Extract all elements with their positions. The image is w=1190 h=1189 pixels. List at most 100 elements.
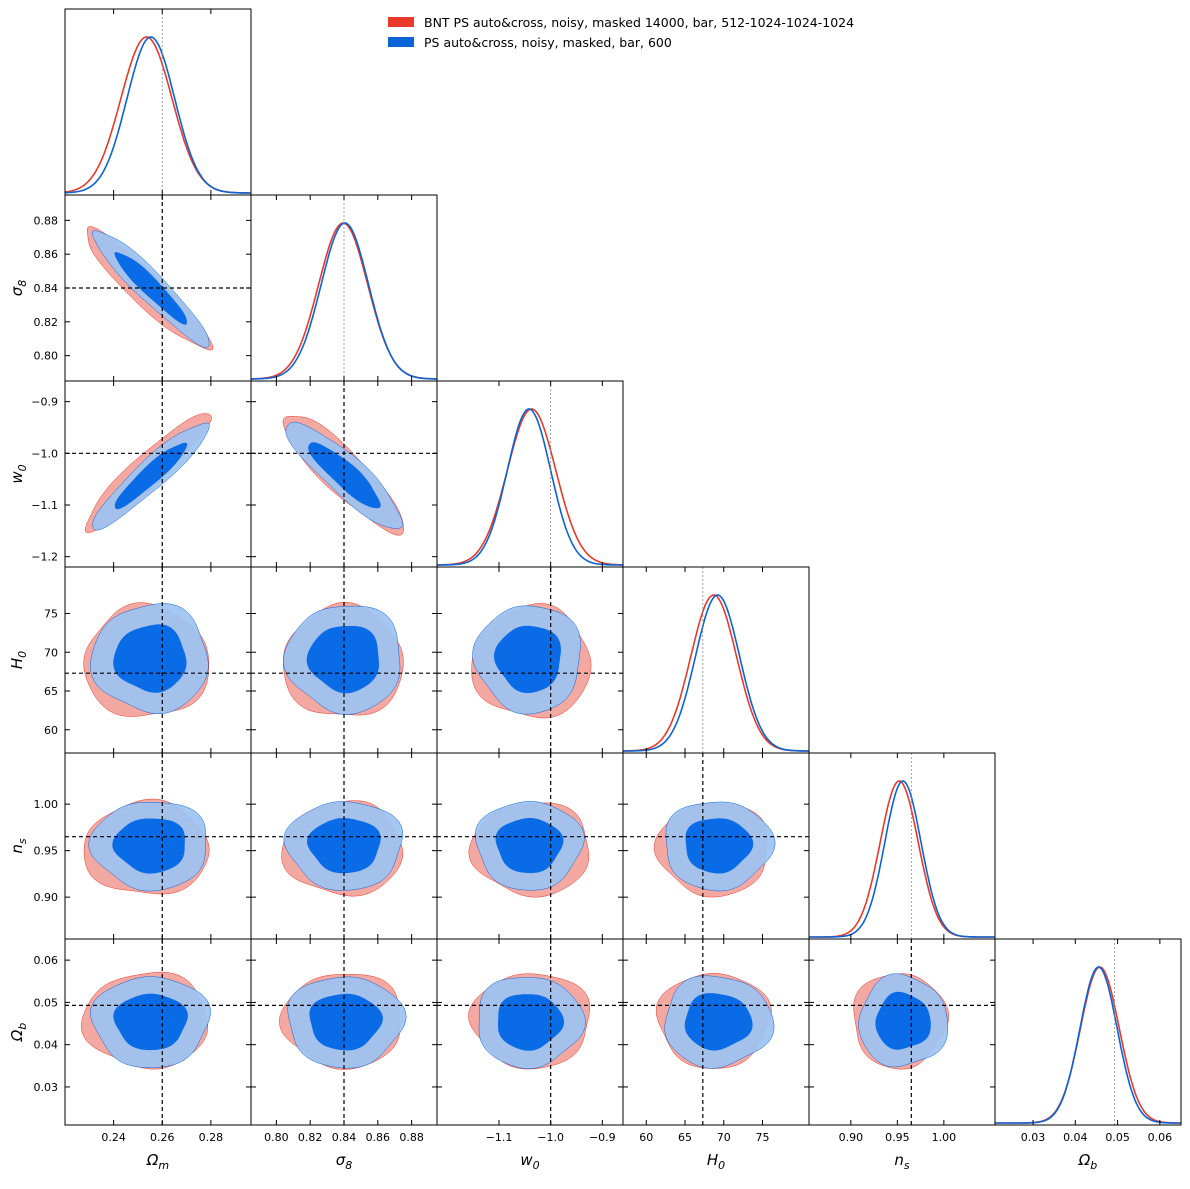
- x-tick-label: 65: [678, 1131, 692, 1144]
- panel-content: [65, 567, 251, 753]
- panel-sigma_8-sigma_8: [250, 194, 438, 382]
- contour-68-ps: [309, 993, 383, 1051]
- marginal-curve-bnt: [809, 780, 995, 938]
- x-tick-label: −1.0: [537, 1131, 564, 1144]
- y-tick-label: 0.04: [34, 1039, 59, 1052]
- contour-68-ps: [113, 624, 187, 693]
- y-axis-label-Omega_b: Ωb: [8, 1023, 29, 1042]
- marginal-curve-bnt: [65, 36, 251, 194]
- y-axis-label-sigma_8: σ8: [8, 280, 29, 297]
- panel-content: [809, 753, 995, 939]
- y-tick-label: 75: [44, 608, 58, 621]
- panel-n_s-n_s: [808, 752, 996, 940]
- panel-H_0-sigma_8: [250, 566, 438, 754]
- panel-content: [65, 939, 251, 1125]
- panel-content: [65, 9, 251, 195]
- x-tick-label: 0.88: [399, 1131, 424, 1144]
- panel-w_0-Omega_m: −0.9 −1.0 −1.1 −1.2: [31, 380, 252, 568]
- legend-entry-ps: PS auto&cross, noisy, masked, bar, 600: [388, 32, 854, 52]
- x-tick-label: 0.28: [199, 1131, 224, 1144]
- contour-68-ps: [875, 991, 931, 1050]
- y-tick-label: 65: [44, 685, 58, 698]
- marginal-curve-ps: [995, 966, 1181, 1124]
- contour-68-ps: [306, 626, 379, 694]
- contour-68-ps: [498, 994, 565, 1051]
- panel-frame: [994, 938, 1182, 1126]
- x-tick-label: 70: [717, 1131, 731, 1144]
- x-tick-label: 0.86: [366, 1131, 391, 1144]
- legend-swatch-bnt: [388, 17, 414, 27]
- y-tick-label: 0.82: [34, 316, 59, 329]
- legend-label-ps: PS auto&cross, noisy, masked, bar, 600: [424, 34, 672, 50]
- panel-Omega_b-n_s: 0.90 0.95 1.00: [808, 938, 996, 1144]
- x-tick-label: 1.00: [932, 1131, 957, 1144]
- y-tick-label: −0.9: [31, 396, 58, 409]
- contour-68-ps: [114, 442, 188, 510]
- panel-Omega_b-sigma_8: 0.80 0.82 0.84 0.86 0.88: [250, 938, 438, 1144]
- contour-68-ps: [112, 818, 185, 874]
- y-tick-label: −1.0: [31, 447, 58, 460]
- panel-content: [65, 195, 251, 381]
- panel-content: [65, 753, 251, 939]
- x-axis-label-w_0: w0: [520, 1151, 539, 1172]
- x-tick-label: 0.03: [1021, 1131, 1046, 1144]
- panel-H_0-Omega_m: 60 65 70 75: [44, 566, 252, 754]
- marginal-curve-ps: [437, 408, 623, 566]
- y-tick-label: 60: [44, 724, 58, 737]
- panel-content: [995, 939, 1181, 1125]
- y-tick-label: 0.80: [34, 350, 59, 363]
- y-tick-label: −1.1: [31, 499, 58, 512]
- marginal-curve-ps: [623, 594, 809, 752]
- panel-content: [251, 381, 437, 567]
- y-axis-label-n_s: ns: [8, 838, 29, 854]
- panel-content: [251, 567, 437, 753]
- contour-68-ps: [113, 993, 188, 1051]
- panel-Omega_m-Omega_m: [64, 8, 252, 196]
- x-tick-label: 0.06: [1148, 1131, 1173, 1144]
- y-tick-label: 0.86: [34, 248, 59, 261]
- y-axis-label-w_0: w0: [8, 464, 29, 483]
- y-tick-label: 0.06: [34, 954, 59, 967]
- y-tick-label: 0.84: [34, 282, 59, 295]
- y-tick-label: 0.03: [34, 1081, 59, 1094]
- x-tick-label: 0.80: [264, 1131, 289, 1144]
- x-tick-label: 0.95: [885, 1131, 910, 1144]
- x-axis-label-sigma_8: σ8: [336, 1151, 353, 1172]
- panel-content: [251, 939, 437, 1125]
- panel-content: [251, 195, 437, 381]
- x-tick-label: 0.90: [839, 1131, 864, 1144]
- panel-content: [809, 939, 995, 1125]
- x-tick-label: 0.05: [1105, 1131, 1130, 1144]
- x-axis-label-Omega_m: Ωm: [146, 1151, 169, 1172]
- panel-sigma_8-Omega_m: 0.80 0.82 0.84 0.86 0.88: [34, 194, 252, 382]
- y-tick-label: 0.90: [34, 891, 59, 904]
- x-tick-label: −1.1: [486, 1131, 513, 1144]
- panel-Omega_b-w_0: −1.1 −1.0 −0.9: [436, 938, 624, 1144]
- marginal-curve-ps: [809, 780, 995, 938]
- panel-H_0-w_0: [436, 566, 624, 754]
- panel-content: [437, 381, 623, 567]
- panel-n_s-sigma_8: [250, 752, 438, 940]
- x-axis-label-n_s: ns: [894, 1151, 910, 1172]
- panel-content: [437, 567, 623, 753]
- panel-frame: [64, 8, 252, 196]
- panel-n_s-w_0: [436, 752, 624, 940]
- x-tick-label: 60: [639, 1131, 653, 1144]
- contour-68-ps: [494, 625, 561, 693]
- legend-entry-bnt: BNT PS auto&cross, noisy, masked 14000, …: [388, 12, 854, 32]
- panel-content: [437, 753, 623, 939]
- panel-Omega_b-Omega_b: 0.03 0.04 0.05 0.06: [994, 938, 1182, 1144]
- x-tick-label: −0.9: [589, 1131, 616, 1144]
- panel-n_s-H_0: [622, 752, 810, 940]
- panel-content: [251, 753, 437, 939]
- y-tick-label: 0.05: [34, 996, 59, 1009]
- y-tick-label: 0.95: [34, 845, 59, 858]
- y-axis-label-H_0: H0: [8, 651, 29, 669]
- panel-content: [623, 567, 809, 753]
- y-tick-label: 1.00: [34, 798, 59, 811]
- panel-w_0-sigma_8: [250, 380, 438, 568]
- panel-Omega_b-Omega_m: 0.24 0.26 0.28 0.03 0.04 0.05 0.06: [34, 938, 252, 1144]
- y-tick-label: 0.88: [34, 214, 59, 227]
- y-tick-label: 70: [44, 646, 58, 659]
